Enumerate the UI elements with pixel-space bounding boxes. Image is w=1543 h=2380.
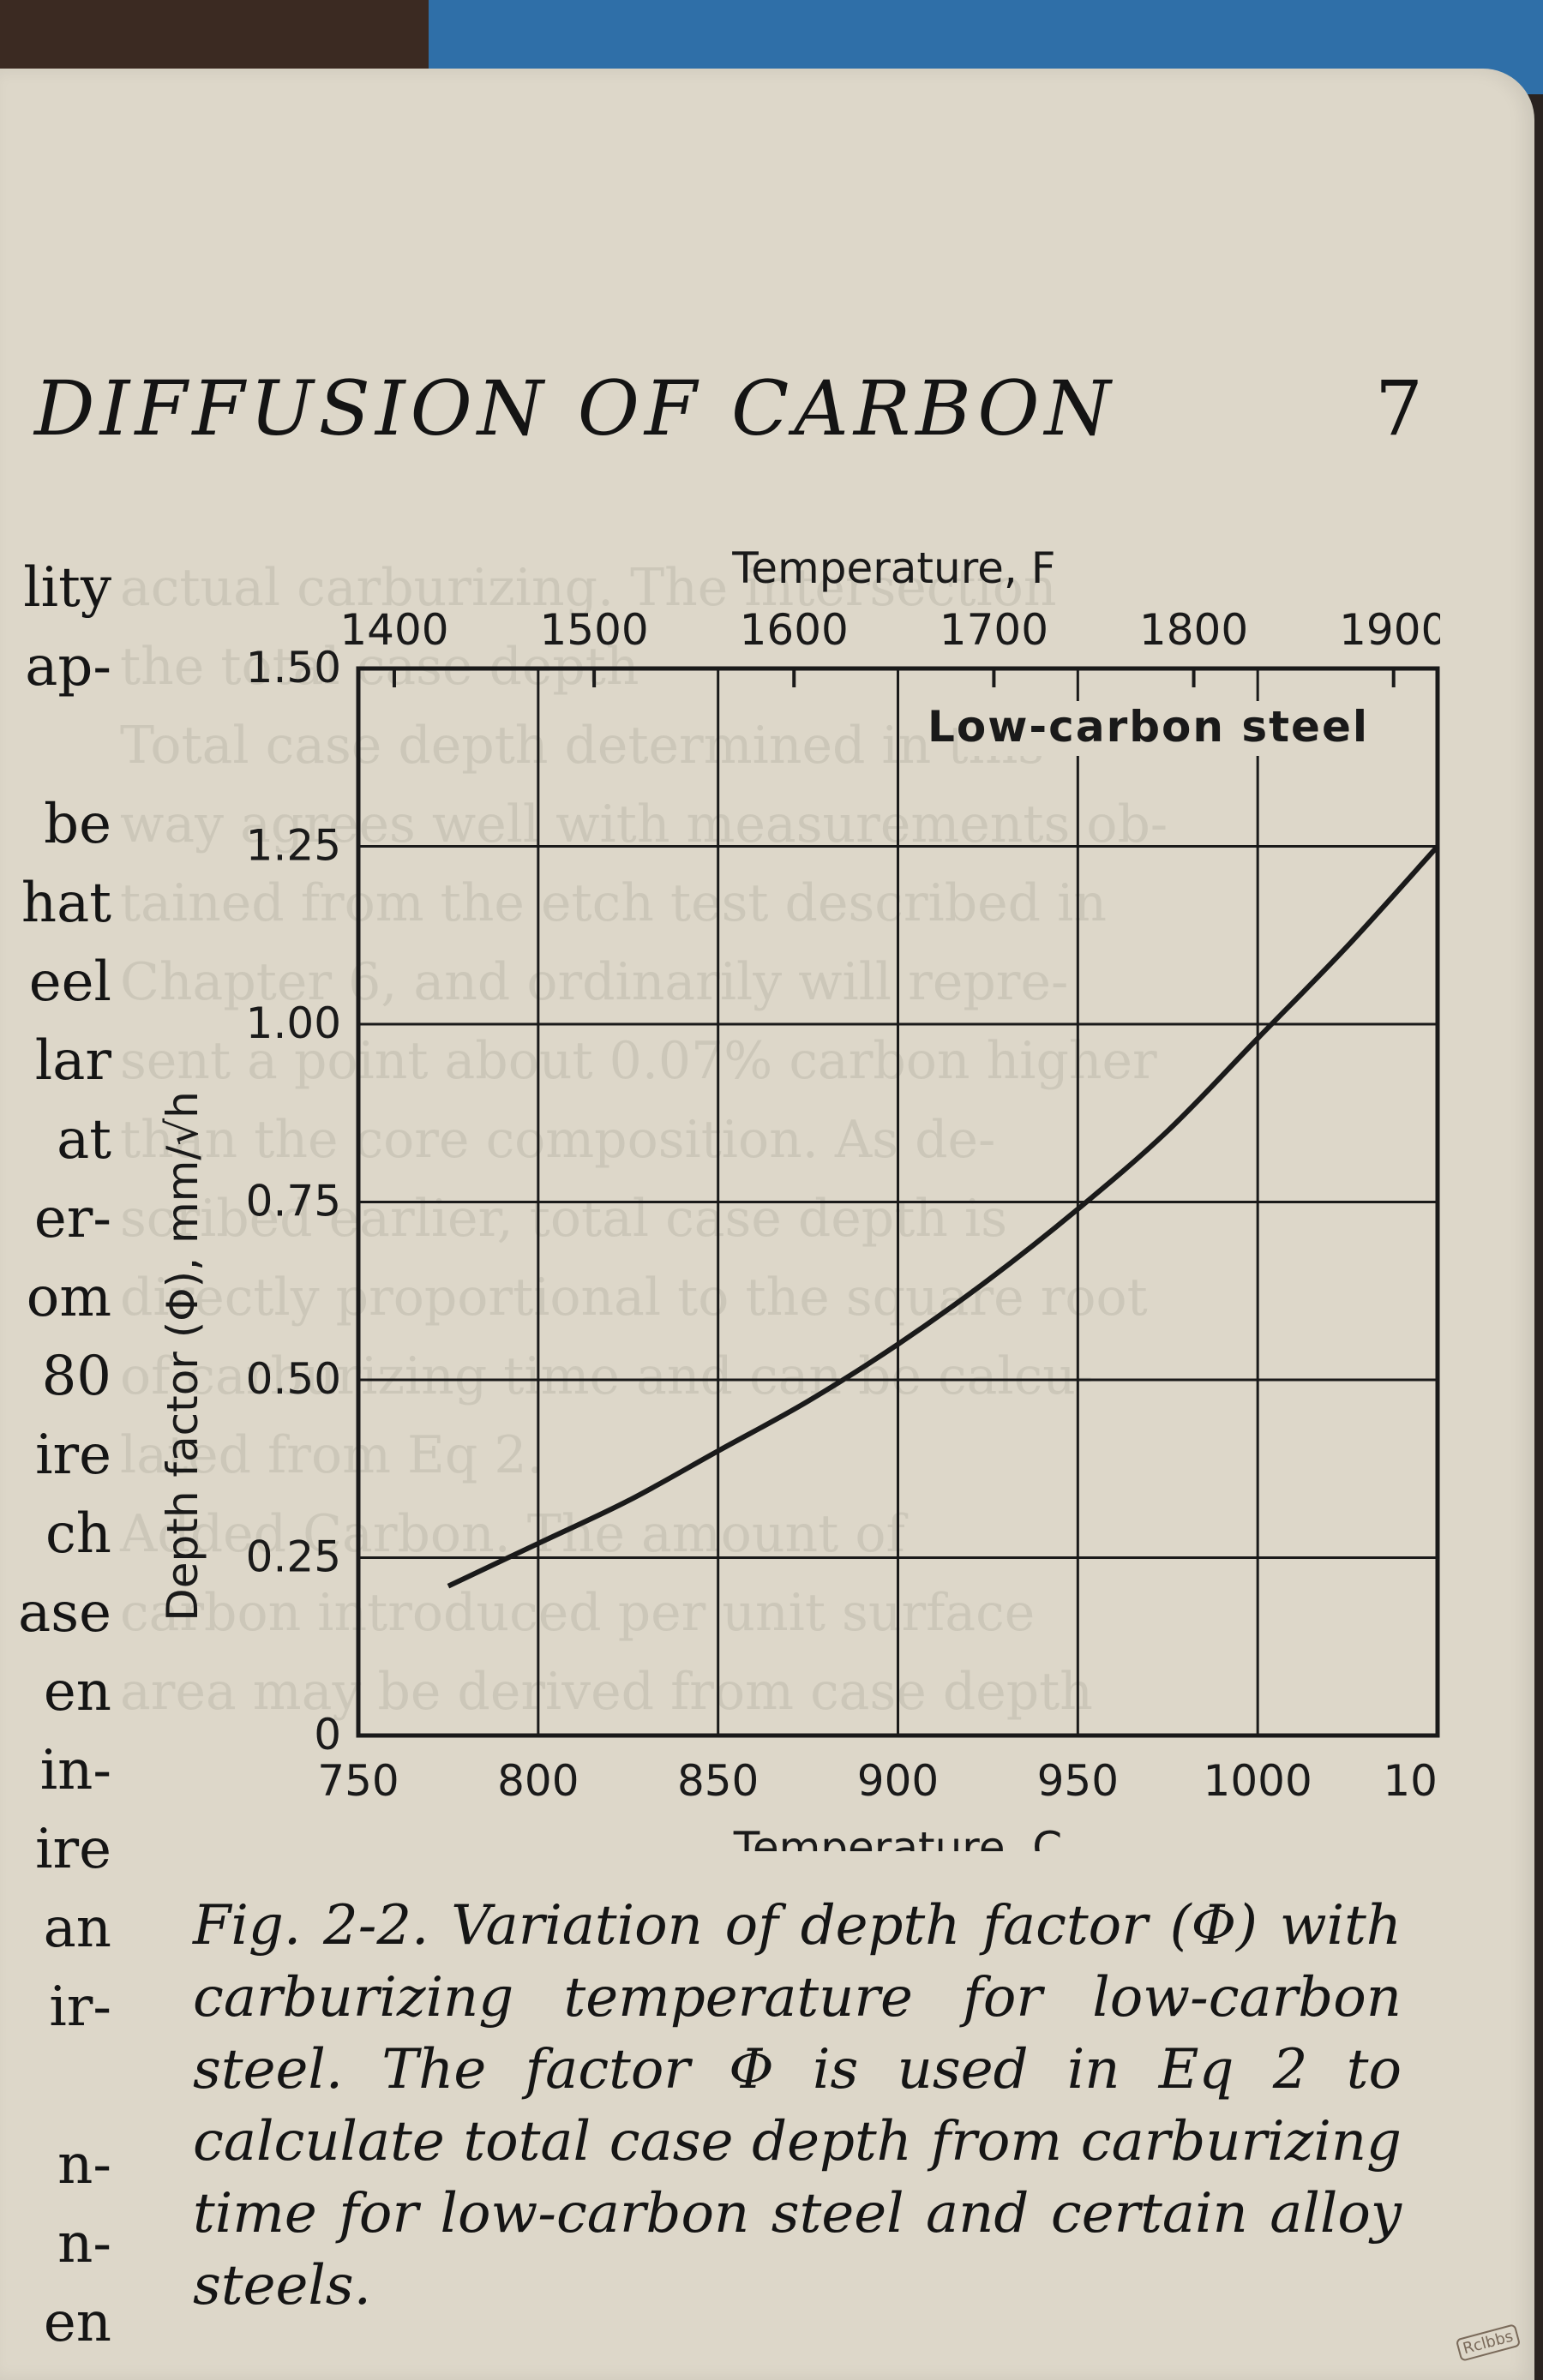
x-axis-label: Temperature, C [733,1823,1062,1851]
x-tick-label: 1050 [1383,1756,1440,1806]
margin-fragment: n- [57,2133,111,2197]
x-tick-label: 950 [1037,1756,1119,1806]
bleed-line: sent a point about 0.07% carbon higher [120,1031,1157,1091]
x2-tick-label: 1400 [339,605,448,655]
bleed-line: area may be derived from case depth [120,1662,1093,1722]
margin-fragment: ch [45,1502,111,1566]
margin-fragment: hat [21,872,111,935]
page-number: 7 [1375,364,1423,453]
x2-tick-label: 1600 [740,605,849,655]
y-tick-label: 0 [314,1710,341,1760]
margin-fragment: an [43,1897,111,1960]
y-tick-label: 1.50 [246,643,341,692]
bleed-line: actual carburizing. The intersection [120,558,1057,618]
x-tick-label: 850 [677,1756,759,1806]
figure-caption: Fig. 2-2. Variation of depth factor (Φ) … [193,1894,1402,2317]
margin-fragment [0,706,111,785]
annotation-background [958,701,1386,756]
bleed-line: Chapter 6, and ordinarily will repre- [120,952,1069,1012]
series-line [447,844,1440,1589]
margin-fragment: eel [28,950,111,1014]
bleed-line: tained from the etch test described in [120,873,1107,933]
x2-tick-label: 1500 [539,605,648,655]
bleed-line: scribed earlier, total case depth is [120,1189,1007,1249]
margin-fragment: lity [23,556,111,620]
margin-fragment: lar [34,1029,111,1093]
bleed-line: lated from Eq 2. [120,1425,543,1485]
y-tick-label: 0.75 [246,1177,341,1226]
annotation-box [958,701,1386,756]
margin-fragment: ir- [49,1975,111,2039]
margin-fragment: en [43,2291,111,2354]
margin-fragment: be [44,793,111,856]
page-header: DIFFUSION OF CARBON 7 [34,364,1423,459]
y-tick-label: 1.00 [246,998,341,1048]
margin-fragment: ase [18,1581,111,1645]
x-tick-label: 900 [857,1756,939,1806]
series-group [447,844,1440,1589]
cut-off-column-text: lity ap-be hat eel lar at er-om 80 ire ch ase en in-… [0,549,111,2362]
x2-tick-label: 1800 [1139,605,1248,655]
bleed-line: of carburizing time and can be calcu- [120,1346,1094,1406]
x2-tick-labels: 1400 1500 1600 1700 1800 1900 [339,605,1440,655]
margin-fragment: ire [35,1818,111,1881]
x-tick-label: 750 [317,1756,399,1806]
bleed-line: Total case depth determined in this [120,716,1045,776]
y-tick-label: 0.50 [246,1354,341,1404]
margin-fragment: er- [33,1187,111,1250]
y-axis-label: Depth factor (Φ), mm/√h [158,1091,207,1622]
margin-fragment [0,2047,111,2125]
bleed-line: directly proportional to the square root [120,1268,1148,1328]
chart-annotation: Low-carbon steel [928,702,1369,752]
plot-frame [356,666,1440,1738]
margin-fragment: en [43,1660,111,1724]
margin-fragment: at [57,1108,111,1172]
x-tick-label: 1000 [1204,1756,1312,1806]
x-tick-label: 800 [497,1756,579,1806]
tick-marks [392,668,1396,687]
margin-fragment: 80 [41,1345,111,1408]
bleed-line: than the core composition. As de- [120,1110,996,1170]
margin-fragment: om [26,1266,111,1329]
depth-factor-chart: 750 800 850 900 950 1000 1050 1400 1500 1600 1700… [158,543,1440,1851]
bleed-line: carbon introduced per unit surface [120,1583,1036,1643]
margin-fragment: ap- [25,635,111,698]
x2-tick-label: 1900 [1339,605,1440,655]
chart-grid [357,667,1439,1737]
margin-fragment: n- [57,2212,111,2275]
y-tick-labels: 0 0.25 0.50 0.75 1.00 1.25 1.50 [246,643,341,1760]
bleed-line: way agrees well with measurements ob- [120,794,1168,854]
y-tick-label: 0.25 [246,1532,341,1582]
running-head: DIFFUSION OF CARBON [34,364,1116,453]
y-tick-label: 1.25 [246,821,341,871]
margin-fragment: in- [39,1739,111,1802]
x2-tick-label: 1700 [940,605,1048,655]
x-tick-labels: 750 800 850 900 950 1000 1050 [317,1756,1440,1806]
margin-fragment: ire [35,1424,111,1487]
book-page [0,69,1534,2380]
x2-axis-label: Temperature, F [731,543,1055,593]
